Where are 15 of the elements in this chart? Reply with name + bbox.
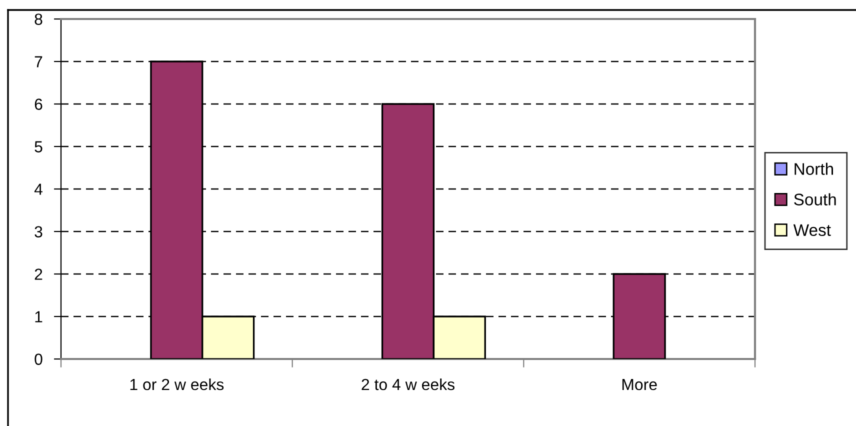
legend-label: West	[793, 224, 831, 236]
y-tick-label: 7	[34, 56, 42, 68]
y-tick-label: 8	[34, 14, 42, 25]
x-tick-label: 2 to 4 w eeks	[362, 378, 454, 390]
y-tick-label: 3	[34, 226, 42, 238]
y-tick-label: 6	[34, 98, 42, 110]
legend-label: North	[794, 162, 834, 175]
y-tick-label: 1	[35, 311, 42, 322]
y-tick-label: 0	[34, 354, 42, 365]
legend-label: South	[794, 193, 836, 206]
y-tick-label: 4	[34, 184, 42, 195]
y-tick-label: 2	[34, 268, 42, 280]
y-tick-label: 5	[34, 141, 42, 152]
x-tick-label: More	[622, 379, 657, 390]
x-tick-label: 1 or 2 w eeks	[130, 378, 224, 390]
